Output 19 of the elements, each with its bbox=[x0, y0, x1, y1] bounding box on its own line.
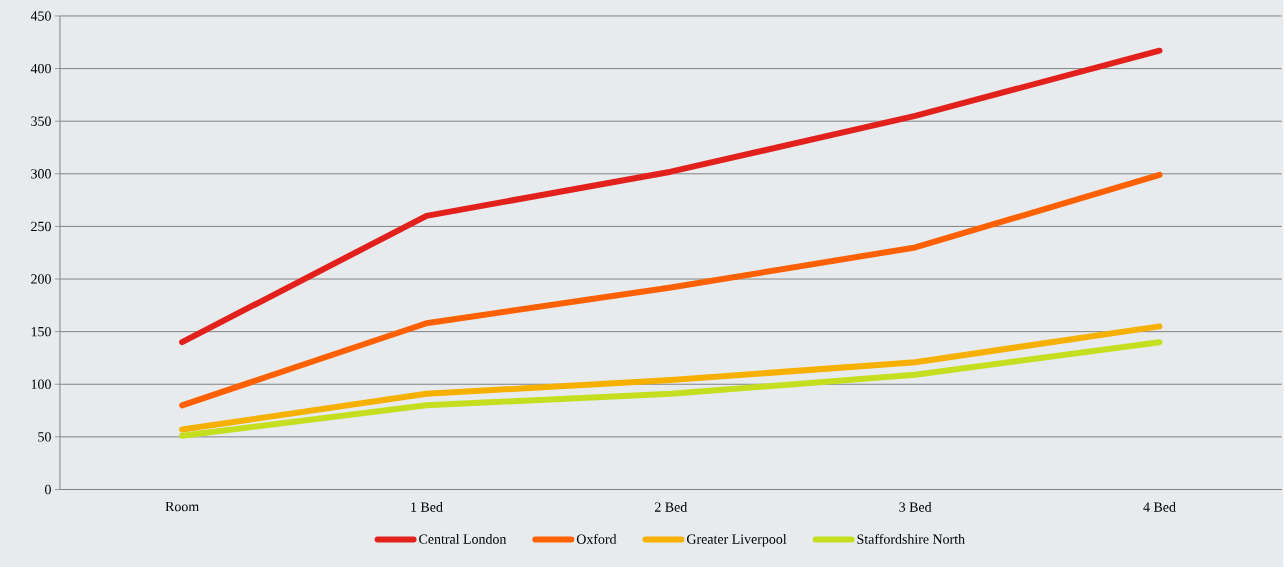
x-tick-label: 1 Bed bbox=[411, 501, 443, 512]
y-tick-label: 400 bbox=[30, 63, 51, 74]
y-tick-label: 200 bbox=[31, 274, 51, 284]
y-tick-label: 350 bbox=[31, 116, 51, 126]
legend-label: Staffordshire North bbox=[857, 533, 965, 544]
y-tick-label: 300 bbox=[31, 168, 51, 179]
y-tick-label: 0 bbox=[45, 484, 51, 494]
x-tick-label: 2 Bed bbox=[654, 501, 688, 512]
y-tick-label: 150 bbox=[31, 326, 51, 337]
y-tick-label: 250 bbox=[31, 221, 51, 231]
y-tick-label: 450 bbox=[30, 11, 51, 21]
x-tick-label: 4 Bed bbox=[1143, 501, 1176, 512]
legend-label: Greater Liverpool bbox=[687, 533, 787, 547]
x-tick-label: Room bbox=[165, 501, 199, 512]
y-tick-label: 100 bbox=[31, 379, 51, 389]
legend-label: Oxford bbox=[576, 533, 617, 544]
legend-label: Central London bbox=[419, 533, 507, 544]
y-tick-label: 50 bbox=[38, 431, 51, 442]
x-tick-label: 3 Bed bbox=[899, 501, 932, 512]
